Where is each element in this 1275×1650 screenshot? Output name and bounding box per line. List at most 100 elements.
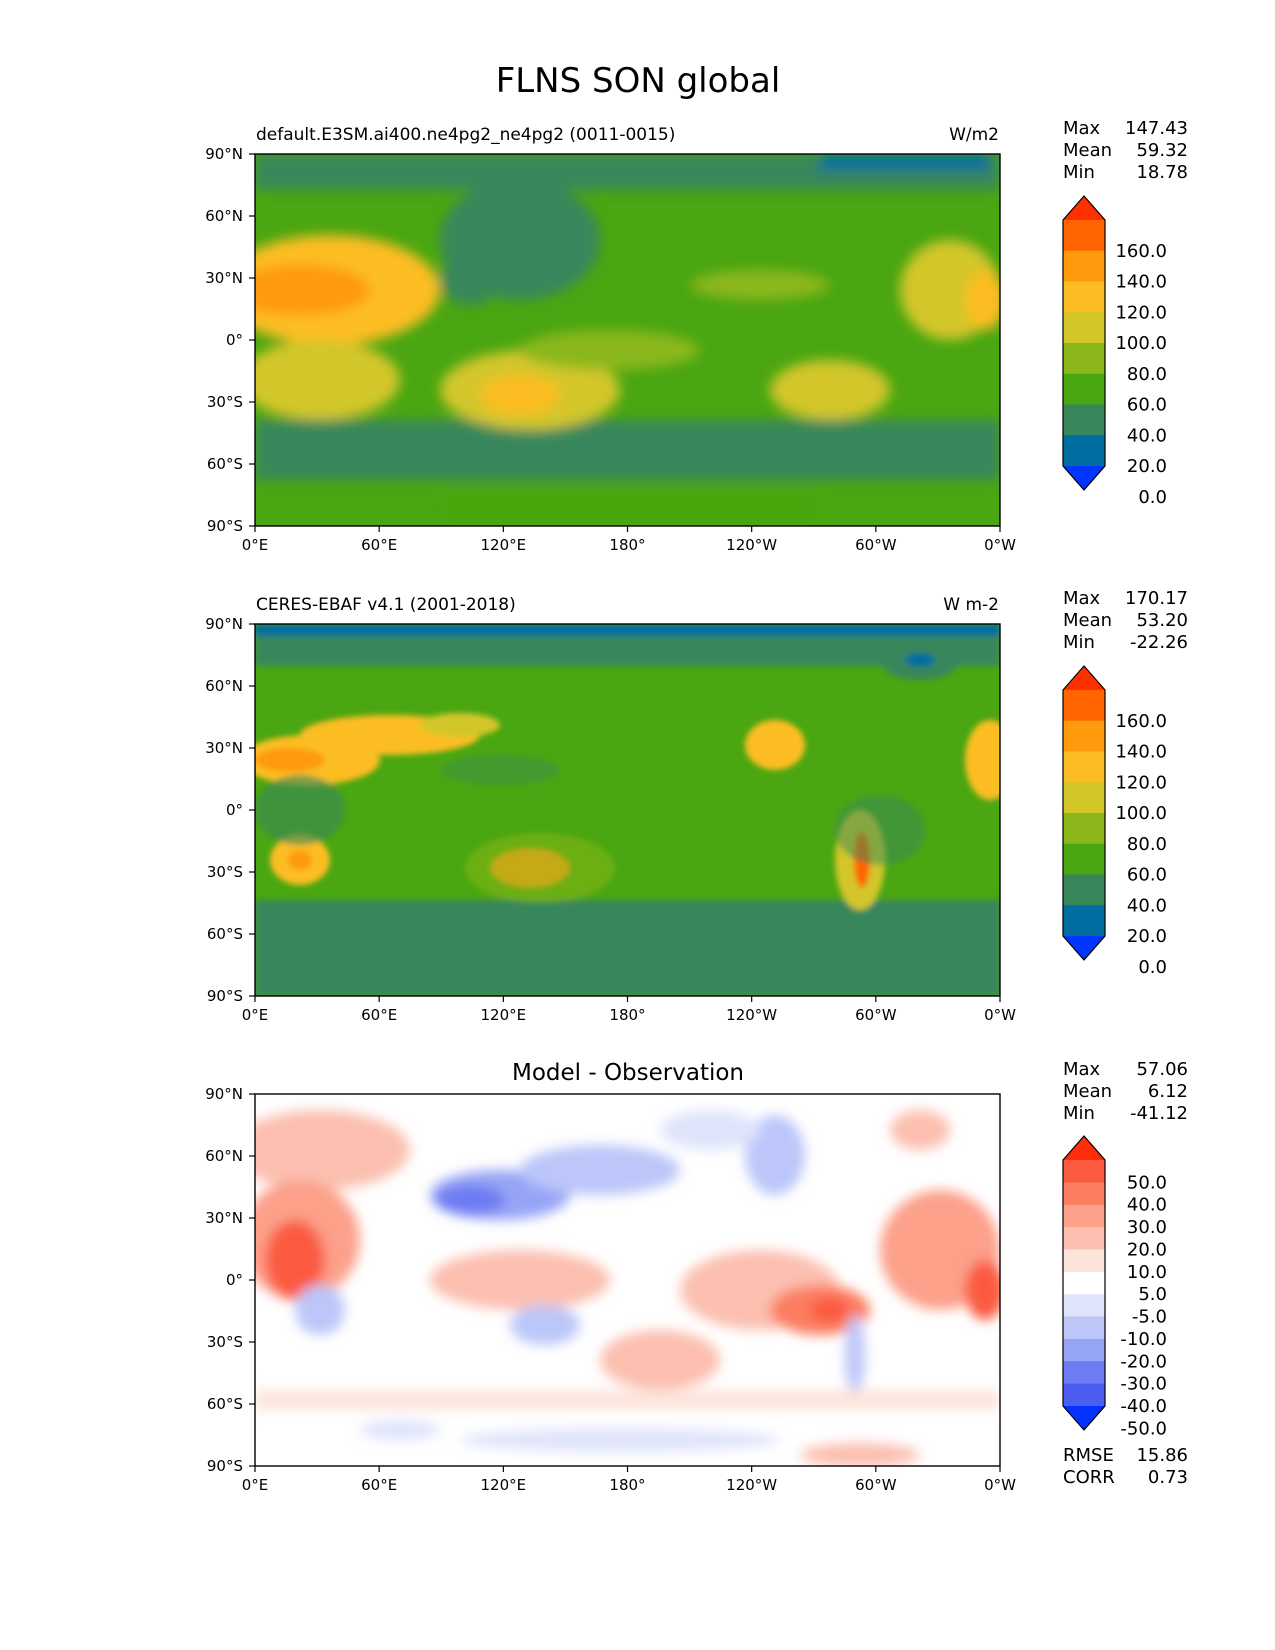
colorbar-tick-label: 160.0 (1115, 711, 1167, 732)
colorbar-tick-label: 30.0 (1127, 1217, 1167, 1238)
panel-diff: Model - Observation (205, 1060, 1016, 1494)
colorbar-segment (1063, 435, 1105, 467)
colorbar-outline (1062, 665, 1106, 961)
colorbar-segment (1063, 1383, 1105, 1407)
lon-tick-label: 180° (609, 536, 645, 554)
stat-mean-value: 6.12 (1148, 1081, 1188, 1102)
colorbar-extend-min (1063, 936, 1105, 960)
panel-diff-colorbar: 50.040.030.020.010.05.0-5.0-10.0-20.0-30… (1062, 1135, 1167, 1439)
lat-tick-label: 0° (226, 331, 243, 349)
colorbar-segment (1063, 905, 1105, 937)
panel-model-title-left: default.E3SM.ai400.ne4pg2_ne4pg2 (0011-0… (256, 125, 675, 145)
colorbar-segment (1063, 751, 1105, 783)
lat-tick-label: 90°N (205, 615, 243, 633)
panel-obs-stats: Max 170.17 Mean 53.20 Min -22.26 (1063, 588, 1188, 653)
colorbar-tick-label: 10.0 (1127, 1262, 1167, 1283)
lon-tick-label: 0°E (242, 1476, 269, 1494)
lon-tick-label: 0°E (242, 536, 269, 554)
colorbar-segment (1063, 1227, 1105, 1250)
colorbar-tick-label: 40.0 (1127, 895, 1167, 916)
lon-tick-label: 60°W (855, 1006, 897, 1024)
panel-obs-lon-ticks: 0°E 60°E 120°E 180° 120°W 60°W 0°W (242, 996, 1016, 1024)
lon-tick-label: 120°W (726, 1476, 777, 1494)
lat-tick-label: 60°S (207, 455, 243, 473)
stat-min-value: -41.12 (1130, 1103, 1188, 1124)
panel-obs-colorbar: 160.0 140.0 120.0 100.0 80.0 60.0 40.0 20.0 0.0 (1062, 665, 1167, 978)
lon-tick-label: 120°E (481, 1006, 527, 1024)
colorbar-tick-label: 140.0 (1115, 272, 1167, 293)
colorbar-segment (1063, 312, 1105, 344)
lat-tick-label: 0° (226, 1271, 243, 1289)
colorbar-segment (1063, 250, 1105, 282)
colorbar-segment (1063, 373, 1105, 405)
stat-corr-value: 0.73 (1148, 1467, 1188, 1488)
colorbar-tick-label: 100.0 (1115, 803, 1167, 824)
lat-tick-label: 60°N (205, 677, 243, 695)
colorbar-segment (1063, 782, 1105, 814)
panel-obs: CERES-EBAF v4.1 (2001-2018) W m-2 (205, 595, 1016, 1024)
stat-corr-label: CORR (1063, 1467, 1115, 1488)
stat-min-value: -22.26 (1130, 632, 1188, 653)
stat-min-label: Min (1063, 1103, 1095, 1124)
panel-model-units: W/m2 (949, 125, 999, 145)
colorbar-segment (1063, 404, 1105, 436)
stat-min-label: Min (1063, 162, 1095, 183)
colorbar-tick-label: 40.0 (1127, 425, 1167, 446)
lat-tick-label: 30°S (207, 863, 243, 881)
colorbar-tick-label: -50.0 (1120, 1418, 1167, 1439)
colorbar-tick-label: 60.0 (1127, 865, 1167, 886)
lat-tick-label: 90°N (205, 1085, 243, 1103)
colorbar-tick-label: -30.0 (1120, 1374, 1167, 1395)
stat-max-value: 170.17 (1125, 588, 1188, 609)
lon-tick-label: 0°W (984, 1006, 1016, 1024)
colorbar-tick-label: 100.0 (1115, 333, 1167, 354)
lat-tick-label: 90°S (207, 517, 243, 535)
stat-rmse-value: 15.86 (1136, 1445, 1188, 1466)
panel-model-colorbar: 160.0 140.0 120.0 100.0 80.0 60.0 40.0 20.0 0.0 (1062, 195, 1167, 508)
stat-min-label: Min (1063, 632, 1095, 653)
stat-rmse-label: RMSE (1063, 1445, 1114, 1466)
colorbar-tick-label: 50.0 (1127, 1172, 1167, 1193)
colorbar-tick-label: 20.0 (1127, 926, 1167, 947)
stat-max-label: Max (1063, 118, 1101, 139)
panel-model: default.E3SM.ai400.ne4pg2_ne4pg2 (0011-0… (205, 125, 1016, 554)
lon-tick-label: 180° (609, 1476, 645, 1494)
stat-mean-label: Mean (1063, 1081, 1112, 1102)
colorbar-tick-label: 120.0 (1115, 302, 1167, 323)
colorbar-tick-label: 140.0 (1115, 742, 1167, 763)
colorbar-segment (1063, 220, 1105, 252)
panel-obs-lat-ticks: 90°N 60°N 30°N 0° 30°S 60°S 90°S (205, 615, 255, 1005)
colorbar-segment (1063, 281, 1105, 313)
colorbar-outline (1062, 1135, 1106, 1431)
colorbar-segment (1063, 843, 1105, 875)
lat-tick-label: 30°S (207, 1333, 243, 1351)
panel-model-stats: Max 147.43 Mean 59.32 Min 18.78 (1063, 118, 1188, 183)
lat-tick-label: 30°N (205, 739, 243, 757)
panel-diff-title: Model - Observation (512, 1060, 744, 1086)
colorbar-segment (1063, 1160, 1105, 1183)
panel-diff-stats: Max 57.06 Mean 6.12 Min -41.12 RMSE 15.8… (1063, 1059, 1188, 1488)
colorbar-tick-label: 0.0 (1138, 957, 1167, 978)
colorbar-tick-label: -10.0 (1120, 1329, 1167, 1350)
panel-obs-title-left: CERES-EBAF v4.1 (2001-2018) (256, 595, 516, 615)
colorbar-segment (1063, 813, 1105, 845)
panel-diff-lat-ticks: 90°N 60°N 30°N 0° 30°S 60°S 90°S (205, 1085, 255, 1475)
panel-obs-map (255, 624, 1000, 996)
lat-tick-label: 30°S (207, 393, 243, 411)
panel-model-lat-ticks: 90°N 60°N 30°N 0° 30°S 60°S 90°S (205, 145, 255, 535)
stat-min-value: 18.78 (1136, 162, 1188, 183)
figure-title: FLNS SON global (496, 61, 781, 101)
colorbar-segment (1063, 343, 1105, 375)
lat-tick-label: 60°N (205, 1147, 243, 1165)
lon-tick-label: 60°E (361, 1006, 397, 1024)
colorbar-extend-max (1063, 1136, 1105, 1160)
lon-tick-label: 120°E (481, 1476, 527, 1494)
colorbar-tick-label: 60.0 (1127, 395, 1167, 416)
colorbar-tick-label: 160.0 (1115, 241, 1167, 262)
stat-mean-value: 59.32 (1136, 140, 1188, 161)
lat-tick-label: 60°S (207, 925, 243, 943)
lon-tick-label: 60°W (855, 1476, 897, 1494)
colorbar-tick-label: 0.0 (1138, 487, 1167, 508)
panel-diff-map (255, 1094, 1000, 1466)
stat-max-label: Max (1063, 588, 1101, 609)
